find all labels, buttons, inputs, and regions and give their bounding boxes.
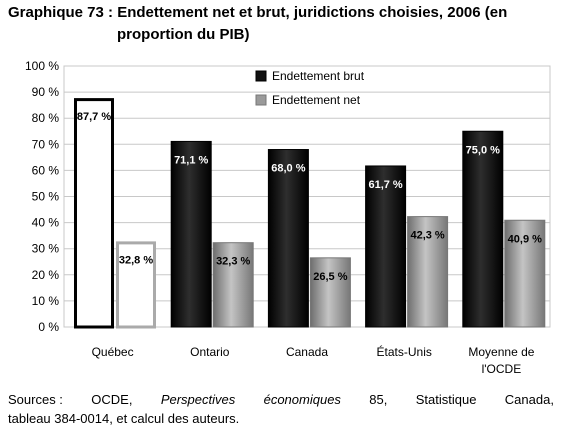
- legend-label-net: Endettement net: [272, 93, 361, 107]
- bar-value-label: 32,3 %: [216, 256, 250, 268]
- bar-net: [116, 241, 156, 329]
- bar-net: [309, 257, 351, 328]
- source-note-line1: Sources : OCDE, Perspectives économiques…: [8, 392, 554, 407]
- y-tick-label: 100 %: [25, 59, 59, 73]
- bar-value-label: 42,3 %: [410, 230, 444, 242]
- bar-value-label: 40,9 %: [508, 233, 542, 245]
- bar-value-label: 75,0 %: [466, 144, 500, 156]
- y-tick-label: 90 %: [32, 85, 60, 99]
- bar-gross: [462, 130, 504, 328]
- bar-value-label: 87,7 %: [77, 111, 111, 123]
- x-tick-label: États-Unis: [377, 344, 432, 359]
- chart-title-line1: Graphique 73 : Endettement net et brut, …: [8, 4, 508, 21]
- y-tick-label: 40 %: [32, 216, 60, 230]
- bar-gross: [267, 149, 309, 328]
- y-tick-label: 10 %: [32, 294, 60, 308]
- bar-value-label: 32,8 %: [119, 254, 153, 266]
- source-part-6: Statistique: [415, 392, 477, 407]
- x-tick-label: l'OCDE: [482, 362, 522, 376]
- legend-label-gross: Endettement brut: [272, 69, 365, 83]
- legend-swatch-gross: [255, 70, 267, 82]
- legend-swatch-net: [255, 94, 267, 106]
- y-tick-label: 20 %: [32, 268, 60, 282]
- y-tick-label: 0 %: [38, 320, 59, 334]
- x-tick-label: Ontario: [190, 345, 230, 359]
- bar-value-label: 61,7 %: [368, 179, 402, 191]
- bar-gross: [365, 165, 407, 328]
- bar-gross: [170, 140, 212, 328]
- chart-title-line2: proportion du PIB): [117, 26, 250, 43]
- source-part-1: Sources :: [8, 392, 63, 407]
- y-tick-label: 30 %: [32, 242, 60, 256]
- bar-chart: 0 % 10 % 20 % 30 % 40 % 50 % 60 % 70 % 80 % 90 % 1…: [25, 59, 551, 376]
- y-tick-label: 70 %: [32, 137, 60, 151]
- bar-net: [212, 242, 254, 328]
- source-part-7: Canada,: [504, 392, 554, 407]
- source-note-line2: tableau 384-0014, et calcul des auteurs.: [8, 411, 240, 426]
- source-part-2: OCDE,: [91, 392, 133, 407]
- y-tick-label: 60 %: [32, 163, 60, 177]
- x-tick-label: Québec: [92, 345, 134, 359]
- source-part-3: Perspectives: [160, 392, 236, 407]
- source-part-4: économiques: [263, 392, 341, 407]
- y-tick-label: 80 %: [32, 111, 60, 125]
- bar-gross: [74, 98, 114, 329]
- x-tick-label: Canada: [286, 345, 328, 359]
- bar-value-label: 68,0 %: [271, 163, 305, 175]
- bar-value-label: 71,1 %: [174, 154, 208, 166]
- bar-net: [504, 219, 546, 328]
- x-tick-label: Moyenne de: [468, 345, 534, 359]
- source-part-5: 85,: [369, 392, 388, 407]
- bar-value-label: 26,5 %: [313, 271, 347, 283]
- y-tick-label: 50 %: [32, 190, 60, 204]
- bar-net: [407, 216, 449, 328]
